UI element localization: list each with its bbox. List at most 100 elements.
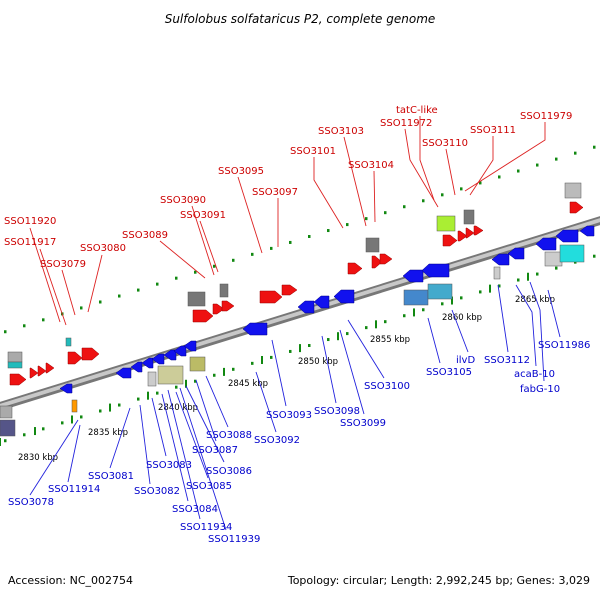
lower-dot bbox=[156, 391, 159, 395]
reverse-gene-arrow bbox=[491, 253, 510, 266]
lower-dot bbox=[270, 355, 273, 359]
upper-dot bbox=[232, 258, 235, 262]
lower-dot bbox=[498, 284, 501, 288]
upper-dot bbox=[460, 187, 463, 191]
upper-dot bbox=[384, 211, 387, 215]
forward-gene-arrow bbox=[371, 255, 383, 269]
upper-dot bbox=[441, 193, 444, 197]
upper-dot bbox=[42, 318, 45, 322]
lower-dot bbox=[346, 332, 349, 336]
kbp-label: 2850 kbp bbox=[298, 357, 338, 367]
forward-gene-label: SSO3101 bbox=[290, 146, 336, 157]
reverse-gene-label: SSO11914 bbox=[48, 484, 100, 495]
reverse-feature-box bbox=[493, 266, 501, 280]
leader-line bbox=[39, 248, 67, 326]
reverse-gene-label: SSO3078 bbox=[8, 497, 54, 508]
leader-line bbox=[151, 397, 167, 457]
forward-gene-arrow bbox=[379, 253, 393, 265]
reverse-gene-arrow bbox=[141, 357, 154, 369]
upper-dot bbox=[23, 324, 26, 328]
forward-gene-label: SSO3103 bbox=[318, 126, 364, 137]
reverse-gene-label: SSO3092 bbox=[254, 435, 300, 446]
forward-gene-label: SSO3090 bbox=[160, 195, 206, 206]
upper-dot bbox=[593, 145, 596, 149]
kbp-label: 2860 kbp bbox=[442, 313, 482, 323]
lower-dot bbox=[384, 320, 387, 324]
forward-gene-label: SSO11972 bbox=[380, 118, 432, 129]
reverse-gene-label: SSO3105 bbox=[426, 367, 472, 378]
forward-feature-box bbox=[7, 351, 23, 363]
reverse-gene-label: SSO3098 bbox=[314, 406, 360, 417]
reverse-gene-label: SSO3093 bbox=[266, 410, 312, 421]
lower-dot bbox=[175, 385, 178, 389]
leader-line bbox=[347, 319, 385, 379]
forward-feature-box bbox=[219, 283, 229, 298]
forward-gene-arrow bbox=[192, 309, 214, 323]
reverse-gene-label: SSO3081 bbox=[88, 471, 134, 482]
lower-dot bbox=[118, 403, 121, 407]
leader-line bbox=[61, 269, 76, 316]
leader-line bbox=[179, 387, 227, 531]
reverse-gene-arrow bbox=[173, 345, 187, 357]
forward-gene-label: SSO3089 bbox=[122, 230, 168, 241]
reverse-gene-arrow bbox=[507, 247, 525, 260]
upper-dot bbox=[498, 175, 501, 179]
reverse-gene-label: SSO3088 bbox=[206, 430, 252, 441]
leader-line bbox=[175, 391, 209, 479]
forward-gene-arrow bbox=[212, 303, 225, 315]
reverse-gene-label: SSO3100 bbox=[364, 381, 410, 392]
accession-text: Accession: NC_002754 bbox=[8, 574, 134, 587]
upper-dot bbox=[156, 282, 159, 286]
forward-gene-label: SSO3110 bbox=[422, 138, 468, 149]
forward-gene-arrow bbox=[281, 284, 298, 296]
leader-line bbox=[167, 389, 201, 520]
upper-dot bbox=[574, 151, 577, 155]
leader-line bbox=[199, 220, 219, 273]
forward-gene-arrow bbox=[259, 290, 283, 304]
leader-line bbox=[515, 284, 537, 367]
lower-dot bbox=[232, 367, 235, 371]
lower-dot bbox=[517, 278, 520, 282]
forward-feature-box bbox=[7, 361, 23, 369]
reverse-gene-arrow bbox=[535, 237, 557, 251]
lower-dot bbox=[422, 308, 425, 312]
reverse-feature-box bbox=[544, 251, 563, 267]
upper-dot bbox=[137, 288, 140, 292]
kbp-label: 2845 kbp bbox=[228, 379, 268, 389]
upper-dot bbox=[118, 294, 121, 298]
map-title: Sulfolobus solfataricus P2, complete gen… bbox=[165, 12, 436, 26]
forward-gene-label: SSO3091 bbox=[180, 210, 226, 221]
lower-dot bbox=[61, 421, 64, 425]
upper-dot bbox=[517, 169, 520, 173]
leader-line bbox=[109, 407, 131, 469]
upper-dot bbox=[422, 199, 425, 203]
forward-gene-label: SSO3111 bbox=[470, 125, 516, 136]
kbp-label: 2840 kbp bbox=[158, 403, 198, 413]
lower-dot bbox=[251, 361, 254, 365]
lower-dot bbox=[80, 415, 83, 419]
leader-line bbox=[529, 281, 545, 382]
forward-gene-label: SSO11920 bbox=[4, 216, 56, 227]
lower-dot bbox=[289, 349, 292, 353]
lower-dot bbox=[403, 314, 406, 318]
leader-line bbox=[87, 254, 103, 313]
leader-line bbox=[321, 335, 337, 404]
reverse-feature-box bbox=[71, 399, 78, 413]
leader-line bbox=[451, 309, 469, 353]
reverse-gene-arrow bbox=[151, 353, 165, 365]
forward-gene-arrow bbox=[442, 234, 458, 247]
leader-line bbox=[271, 339, 287, 407]
upper-dot bbox=[80, 306, 83, 310]
forward-feature-box bbox=[564, 182, 582, 199]
leader-line bbox=[205, 375, 229, 428]
lower-dot bbox=[4, 439, 7, 443]
forward-gene-arrow bbox=[347, 262, 363, 275]
forward-gene-label: SSO11979 bbox=[520, 111, 572, 122]
upper-dot bbox=[479, 181, 482, 185]
upper-dot bbox=[555, 157, 558, 161]
reverse-gene-arrow bbox=[183, 340, 197, 352]
leader-line bbox=[497, 284, 509, 353]
leader-line bbox=[161, 393, 189, 502]
leader-line bbox=[191, 205, 215, 276]
